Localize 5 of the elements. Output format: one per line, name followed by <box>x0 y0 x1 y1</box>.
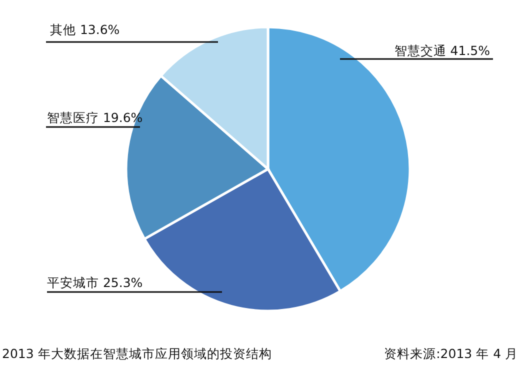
slice-label: 其他 13.6% <box>50 22 120 37</box>
text: 2013 年大数据在智慧城市应用领域的投资结构 <box>2 346 272 361</box>
slice-label: 平安城市 25.3% <box>47 275 143 290</box>
slice-label: 智慧交通 41.5% <box>394 43 490 58</box>
text: 资料来源:2013 年 4 月 <box>384 346 518 361</box>
